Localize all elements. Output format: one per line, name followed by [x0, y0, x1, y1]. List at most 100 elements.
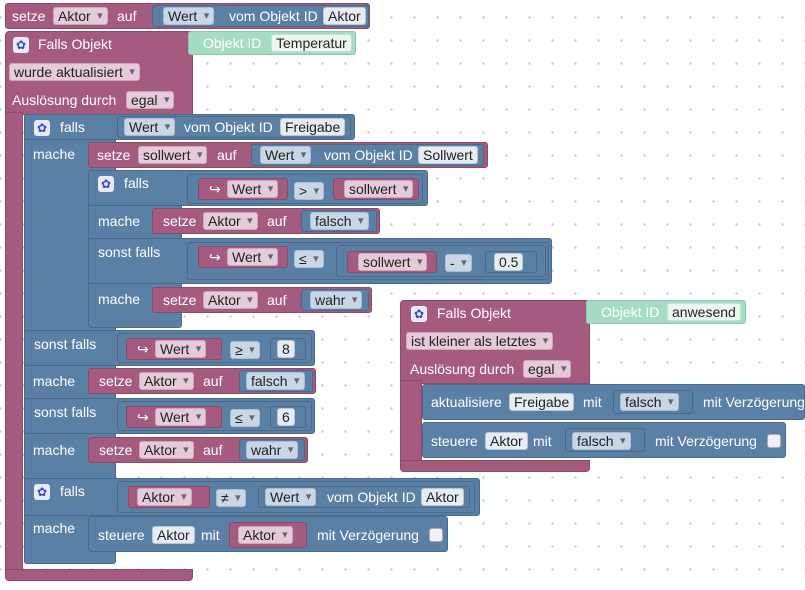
bool-dropdown[interactable]: falsch — [620, 393, 679, 411]
object-id-block-2[interactable]: Objekt ID anwesend — [586, 300, 746, 324]
elseif-header-b[interactable]: sonst falls ↪ Wert ≤ 6 — [24, 398, 315, 434]
object-id-block-1[interactable]: Objekt ID Temperatur — [188, 31, 356, 55]
number-field[interactable]: 0.5 — [494, 253, 524, 271]
variable-block[interactable]: Aktor — [229, 522, 307, 548]
number-field[interactable]: 6 — [277, 408, 295, 426]
gear-icon[interactable]: ✿ — [13, 37, 29, 53]
bool-block[interactable]: wahr — [301, 289, 369, 311]
trigger-block-2[interactable]: ✿ Falls Objekt ist kleiner als letztes A… — [400, 300, 590, 384]
bool-block[interactable]: falsch — [565, 428, 645, 452]
value-of-object-block[interactable]: Wert vom Objekt ID Sollwert — [251, 144, 484, 166]
compare-block[interactable]: ↪ Wert ≤ 6 — [117, 401, 312, 431]
target-field[interactable]: Aktor — [152, 526, 195, 544]
setze-block[interactable]: setze Aktor auf wahr — [152, 287, 372, 313]
update-block[interactable]: aktualisiere Freigabe mit falsch mit Ver… — [422, 384, 805, 420]
compare-block[interactable]: ↪ Wert > sollwert — [187, 174, 423, 204]
number-block[interactable]: 6 — [270, 406, 306, 428]
object-id-field[interactable]: Freigabe — [280, 118, 346, 136]
target-dropdown[interactable]: Aktor — [139, 372, 194, 390]
setze-variable-block[interactable]: setze sollwert auf Wert vom Objekt ID So… — [88, 142, 488, 168]
operator-dropdown[interactable]: ≥ — [230, 341, 260, 359]
variable-block[interactable]: Aktor — [128, 486, 210, 508]
target-dropdown[interactable]: Aktor — [203, 291, 258, 309]
delay-checkbox[interactable] — [767, 434, 781, 448]
number-block[interactable]: 0.5 — [485, 251, 537, 273]
target-field[interactable]: Aktor — [485, 432, 528, 450]
setze-block-top[interactable]: setze Aktor auf Wert vom Objekt ID Aktor — [5, 3, 370, 29]
value-dropdown[interactable]: Wert — [155, 340, 207, 358]
value-dropdown[interactable]: Wert — [163, 7, 215, 25]
operator-dropdown[interactable]: ≤ — [294, 250, 324, 268]
value-dropdown[interactable]: Wert — [155, 408, 207, 426]
target-dropdown[interactable]: Aktor — [53, 7, 108, 25]
variable-dropdown[interactable]: sollwert — [138, 146, 208, 164]
bool-dropdown[interactable]: wahr — [246, 441, 299, 459]
compare-block[interactable]: Aktor ≠ Wert vom Objekt ID Aktor — [117, 481, 475, 513]
gear-icon[interactable]: ✿ — [98, 176, 114, 192]
ausloesung-dropdown[interactable]: egal — [523, 360, 572, 378]
return-value-block[interactable]: ↪ Wert — [126, 338, 222, 360]
compare-block[interactable]: ↪ Wert ≤ sollwert - 0.5 — [187, 242, 549, 280]
object-id-field[interactable]: Sollwert — [418, 146, 478, 164]
operator-dropdown[interactable]: ≤ — [230, 409, 260, 427]
steuere-block-2[interactable]: steuere Aktor mit falsch mit Verzögerung — [422, 422, 786, 458]
elseif-header-2[interactable]: sonst falls ↪ Wert ≤ sollwert - 0.5 — [88, 238, 552, 284]
value-dropdown[interactable]: Wert — [227, 248, 279, 266]
value-of-object-block[interactable]: Wert vom Objekt ID Freigabe — [117, 116, 351, 138]
value-of-object-block[interactable]: Wert vom Objekt ID Aktor — [152, 5, 369, 27]
compare-block[interactable]: ↪ Wert ≥ 8 — [117, 333, 312, 363]
return-value-block[interactable]: ↪ Wert — [198, 246, 288, 268]
math-block[interactable]: sollwert - 0.5 — [336, 245, 546, 277]
object-id-field[interactable]: Temperatur — [271, 34, 352, 52]
number-block[interactable]: 8 — [270, 338, 306, 360]
bool-block[interactable]: falsch — [613, 390, 693, 414]
target-field[interactable]: Freigabe — [509, 393, 575, 411]
operator-dropdown[interactable]: > — [294, 182, 325, 200]
bool-dropdown[interactable]: falsch — [310, 212, 369, 230]
if-header-1[interactable]: ✿ falls Wert vom Objekt ID Freigabe — [24, 114, 355, 140]
condition-dropdown[interactable]: ist kleiner als letztes — [406, 332, 554, 350]
target-dropdown[interactable]: Aktor — [139, 441, 194, 459]
elseif-header-a[interactable]: sonst falls ↪ Wert ≥ 8 — [24, 330, 315, 366]
object-id-field[interactable]: Aktor — [421, 488, 464, 506]
return-value-block[interactable]: ↪ Wert — [198, 178, 288, 200]
value-dropdown[interactable]: Wert — [265, 488, 317, 506]
object-id-field[interactable]: anwesend — [667, 303, 741, 321]
gear-icon[interactable]: ✿ — [34, 120, 50, 136]
object-id-field[interactable]: Aktor — [323, 7, 366, 25]
operator-dropdown[interactable]: ≠ — [216, 489, 246, 507]
variable-dropdown[interactable]: Aktor — [137, 488, 192, 506]
bool-block[interactable]: falsch — [239, 370, 313, 392]
value-dropdown[interactable]: Wert — [260, 146, 312, 164]
variable-dropdown[interactable]: sollwert — [344, 180, 414, 198]
setze-block[interactable]: setze Aktor auf falsch — [88, 368, 316, 394]
value-dropdown[interactable]: Wert — [124, 118, 176, 136]
math-operator-dropdown[interactable]: - — [445, 254, 472, 272]
variable-dropdown[interactable]: Aktor — [238, 526, 293, 544]
value-dropdown[interactable]: Wert — [227, 180, 279, 198]
setze-block[interactable]: setze Aktor auf falsch — [152, 208, 380, 234]
if-header-2[interactable]: ✿ falls ↪ Wert > sollwert — [88, 170, 428, 206]
trigger-block-1[interactable]: ✿ Falls Objekt wurde aktualisiert Auslös… — [5, 31, 193, 115]
variable-block[interactable]: sollwert — [347, 251, 437, 273]
setze-block[interactable]: setze Aktor auf wahr — [88, 437, 308, 463]
ausloesung-dropdown[interactable]: egal — [126, 91, 175, 109]
if-header-3[interactable]: ✿ falls Aktor ≠ Wert vom Objekt ID Aktor — [24, 478, 480, 516]
bool-block[interactable]: wahr — [239, 439, 305, 461]
steuere-block[interactable]: steuere Aktor mit Aktor mit Verzögerung — [88, 516, 448, 552]
target-dropdown[interactable]: Aktor — [203, 212, 258, 230]
delay-checkbox[interactable] — [429, 528, 443, 542]
bool-dropdown[interactable]: falsch — [572, 432, 631, 450]
variable-dropdown[interactable]: sollwert — [358, 253, 428, 271]
gear-icon[interactable]: ✿ — [411, 306, 427, 322]
bool-dropdown[interactable]: falsch — [246, 372, 305, 390]
return-value-block[interactable]: ↪ Wert — [126, 406, 222, 428]
vom-objekt-label: vom Objekt ID — [229, 8, 318, 24]
number-field[interactable]: 8 — [277, 340, 295, 358]
condition-dropdown[interactable]: wurde aktualisiert — [9, 63, 140, 81]
bool-block[interactable]: falsch — [301, 210, 377, 232]
value-of-object-block[interactable]: Wert vom Objekt ID Aktor — [258, 486, 470, 508]
gear-icon[interactable]: ✿ — [34, 484, 50, 500]
bool-dropdown[interactable]: wahr — [310, 291, 363, 309]
variable-block[interactable]: sollwert — [333, 178, 419, 200]
